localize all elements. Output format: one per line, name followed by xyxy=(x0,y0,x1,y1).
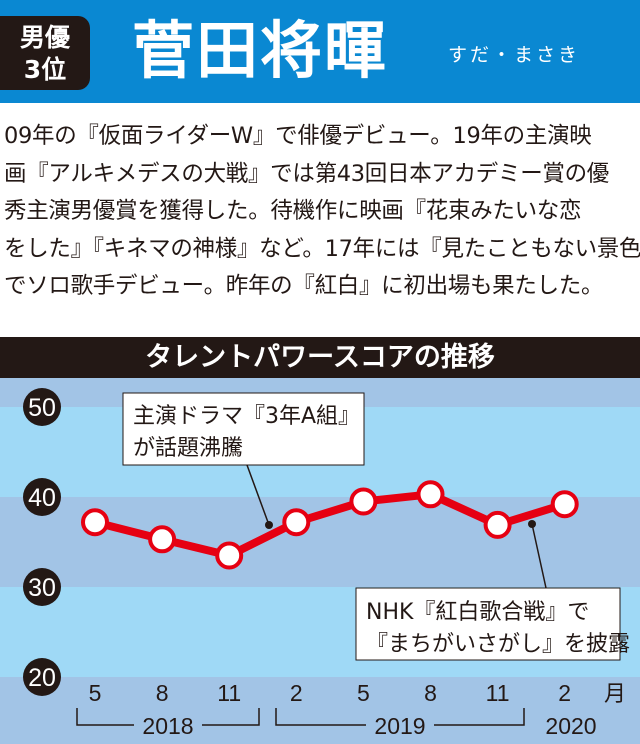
data-point xyxy=(550,490,579,519)
person-name: 菅田将暉 xyxy=(132,14,389,87)
annotation-dot xyxy=(265,521,273,529)
data-point xyxy=(349,487,378,516)
x-tick-label: 11 xyxy=(486,680,510,706)
annotation-leader xyxy=(246,464,270,526)
y-tick-badge xyxy=(23,388,61,426)
annotation-text: NHK『紅白歌合戦』で xyxy=(366,600,589,625)
profile-text: 09年の『仮面ライダーW』で俳優デビュー。19年の主演映 画『アルキメデスの大戦… xyxy=(4,118,640,306)
profile-line: でソロ歌手デビュー。昨年の『紅白』に初出場も果たした。 xyxy=(4,273,604,299)
annotation-dot xyxy=(528,520,536,528)
annotation-text: 主演ドラマ『3年A組』 xyxy=(133,404,360,429)
year-label-bg xyxy=(366,713,434,737)
annotation-box xyxy=(355,587,621,661)
data-point xyxy=(416,480,445,509)
profile-line: をした』『キネマの神様』など。17年には『見たこともない景色』 xyxy=(4,235,640,262)
y-tick-badge xyxy=(23,568,61,606)
year-label: 2020 xyxy=(545,713,596,739)
x-unit-label: 月 xyxy=(604,682,626,707)
profile-line: 秀主演男優賞を獲得した。待機作に映画『花束みたいな恋 xyxy=(4,198,582,224)
badge-rank: 3位 xyxy=(23,55,67,84)
x-tick-label: 5 xyxy=(357,680,370,706)
annotation-leader xyxy=(531,523,547,589)
y-tick-label: 20 xyxy=(28,664,56,692)
year-label-bg xyxy=(134,713,202,737)
x-tick-label: 11 xyxy=(217,680,241,706)
y-tick-badge xyxy=(23,658,61,696)
y-tick-label: 30 xyxy=(28,574,56,602)
data-point xyxy=(81,508,109,537)
profile-line: 画『アルキメデスの大戦』では第43回日本アカデミー賞の優 xyxy=(4,160,610,187)
x-tick-label: 5 xyxy=(89,680,102,706)
y-tick-label: 50 xyxy=(28,394,56,422)
name-reading: すだ・まさき xyxy=(448,44,581,66)
annotation-text: が話題沸騰 xyxy=(133,436,243,461)
x-tick-label: 8 xyxy=(424,680,437,706)
annotation-box xyxy=(122,392,365,466)
x-tick-label: 8 xyxy=(156,680,169,706)
badge-category: 男優 xyxy=(19,23,70,52)
profile-line: 09年の『仮面ライダーW』で俳優デビュー。19年の主演映 xyxy=(4,123,592,149)
line-chart: 20 30 40 50 主演ドラマ『3年A組』が話題沸騰 NHK『紅白歌合戦』で『まちがい… xyxy=(0,378,640,744)
year-label: 2018 xyxy=(142,713,193,739)
rank-badge: 男優 3位 xyxy=(0,16,90,90)
chart-title: タレントパワースコアの推移 xyxy=(0,337,640,378)
y-tick-badge xyxy=(23,478,61,516)
year-label: 2019 xyxy=(374,713,425,739)
data-point xyxy=(215,541,244,570)
x-tick-label: 2 xyxy=(290,680,303,706)
annotation-text: 『まちがいさがし』を披露 xyxy=(366,632,630,657)
x-tick-label: 2 xyxy=(558,680,571,706)
data-point xyxy=(483,510,512,539)
data-point xyxy=(148,525,177,554)
data-point xyxy=(282,508,311,537)
header: 男優 3位 菅田将暉 すだ・まさき xyxy=(0,0,640,103)
y-tick-label: 40 xyxy=(28,484,56,512)
